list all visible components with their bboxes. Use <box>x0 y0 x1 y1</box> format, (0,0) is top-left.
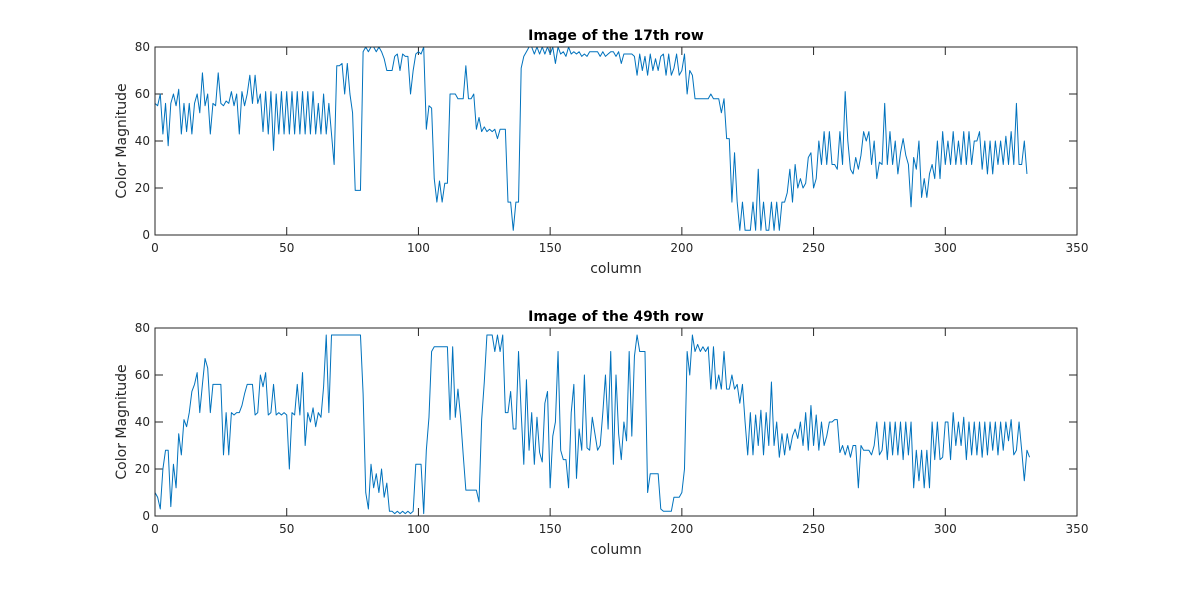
plot-17th-row-frame <box>154 46 1078 236</box>
plot-17th-row-xtick-label: 200 <box>670 241 693 255</box>
plot-49th-row-ticks: 0 50 100 150 200 250 300 350 0 20 40 60 80 <box>135 321 1089 536</box>
plot-17th-row-ticks: 0 50 100 150 200 250 300 350 0 20 40 60 80 <box>135 40 1089 255</box>
plot-17th-row-xtick-label: 50 <box>279 241 294 255</box>
plot-49th-row-title: Image of the 49th row <box>528 309 704 325</box>
plot-17th-row-xtick-label: 0 <box>151 241 159 255</box>
plot-49th-row-xtick-label: 200 <box>670 522 693 536</box>
plot-17th-row-title: Image of the 17th row <box>528 28 704 44</box>
plot-17th-row-xtick-label: 300 <box>934 241 957 255</box>
plot-17th-row-ytick-label: 40 <box>135 134 150 148</box>
plot-49th-row-xtick-label: 150 <box>539 522 562 536</box>
plot-49th-row-lines <box>154 334 1031 515</box>
plot-49th-row: Image of the 49th row column Color Magni… <box>114 309 1088 558</box>
plot-17th-row-ytick-label: 0 <box>142 228 150 242</box>
plot-17th-row-xtick-label: 150 <box>539 241 562 255</box>
plot-49th-row-ytick-label: 0 <box>142 509 150 523</box>
plot-49th-row-frame <box>154 327 1078 517</box>
plot-49th-row-xtick-label: 300 <box>934 522 957 536</box>
plot-49th-row-xlabel: column <box>590 542 642 558</box>
plot-17th-row-xtick-label: 250 <box>802 241 825 255</box>
plot-17th-row-xtick-label: 100 <box>407 241 430 255</box>
plot-49th-row-xtick-label: 100 <box>407 522 430 536</box>
plot-49th-row-ytick-label: 60 <box>135 368 150 382</box>
plot-17th-row: Image of the 17th row column Color Magni… <box>114 28 1088 277</box>
plot-17th-row-xlabel: column <box>590 261 642 277</box>
plot-49th-row-xtick-label: 350 <box>1066 522 1089 536</box>
plot-49th-row-xtick-label: 50 <box>279 522 294 536</box>
plot-49th-row-xtick-label: 0 <box>151 522 159 536</box>
plot-49th-row-ytick-label: 20 <box>135 462 150 476</box>
plot-49th-row-ytick-label: 40 <box>135 415 150 429</box>
plot-49th-row-ytick-label: 80 <box>135 321 150 335</box>
plot-17th-row-ytick-label: 20 <box>135 181 150 195</box>
plot-17th-row-lines <box>154 46 1028 231</box>
plot-17th-row-series-line <box>154 46 1028 231</box>
plot-17th-row-ytick-label: 60 <box>135 87 150 101</box>
plot-17th-row-ytick-label: 80 <box>135 40 150 54</box>
plot-17th-row-ylabel: Color Magnitude <box>114 83 130 198</box>
plot-49th-row-series-line <box>154 334 1031 515</box>
plot-17th-row-xtick-label: 350 <box>1066 241 1089 255</box>
plot-49th-row-xtick-label: 250 <box>802 522 825 536</box>
plot-49th-row-ylabel: Color Magnitude <box>114 364 130 479</box>
